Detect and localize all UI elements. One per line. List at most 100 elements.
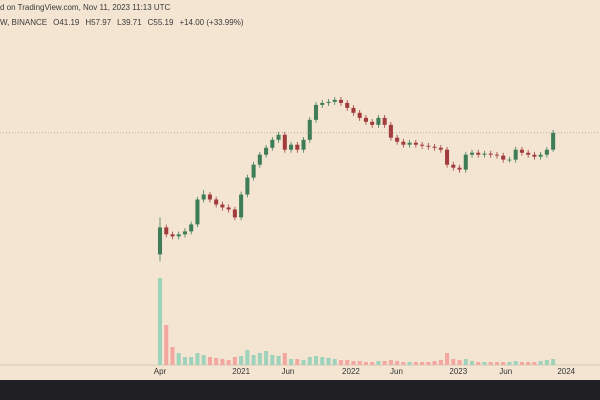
candle-body bbox=[401, 141, 406, 145]
x-tick-label: Jun bbox=[390, 367, 403, 376]
volume-bar bbox=[176, 353, 181, 365]
volume-bar bbox=[526, 362, 531, 365]
candle-body bbox=[488, 153, 493, 155]
volume-bar bbox=[544, 360, 549, 365]
x-tick-label: Jun bbox=[499, 367, 512, 376]
candle-body bbox=[201, 194, 206, 200]
candle-body bbox=[307, 119, 312, 140]
x-tick-label: 2021 bbox=[232, 367, 250, 376]
candle-body bbox=[507, 159, 512, 161]
volume-bar bbox=[282, 353, 287, 365]
candle-body bbox=[513, 149, 518, 160]
published-text: d on TradingView.com, Nov 11, 2023 11:13… bbox=[0, 3, 171, 12]
volume-bar bbox=[338, 360, 343, 365]
candle-body bbox=[351, 107, 356, 113]
candle-body bbox=[332, 99, 337, 102]
volume-bar bbox=[438, 360, 443, 365]
volume-bar bbox=[413, 362, 418, 365]
candle-body bbox=[551, 132, 556, 150]
candle-body bbox=[251, 164, 256, 178]
volume-bar bbox=[313, 356, 319, 365]
volume-bar bbox=[232, 357, 237, 365]
volume-bar bbox=[451, 359, 456, 365]
volume-bar bbox=[494, 362, 500, 365]
volume-bar bbox=[257, 353, 262, 365]
volume-bar bbox=[276, 356, 281, 365]
volume-bar bbox=[201, 355, 206, 365]
candle-body bbox=[195, 199, 200, 225]
volume-bar bbox=[507, 362, 512, 365]
candle-body bbox=[157, 227, 163, 255]
candle-body bbox=[395, 137, 400, 142]
candle-body bbox=[357, 112, 362, 118]
candle-body bbox=[445, 149, 450, 165]
candle-body bbox=[370, 121, 375, 125]
candle-body bbox=[182, 231, 187, 235]
volume-bar bbox=[382, 361, 387, 365]
candle-body bbox=[282, 134, 287, 150]
volume-bar bbox=[301, 360, 306, 365]
candle-body bbox=[438, 147, 443, 150]
volume-bar bbox=[538, 361, 543, 365]
candle-body bbox=[276, 134, 281, 140]
candle-body bbox=[264, 147, 269, 155]
volume-bar bbox=[170, 347, 175, 365]
volume-bar bbox=[488, 362, 493, 365]
volume-bar bbox=[289, 359, 294, 365]
legend-item: H57.97 bbox=[85, 18, 112, 27]
volume-bar bbox=[457, 360, 462, 365]
candle-body bbox=[214, 199, 219, 205]
ohlc-legend: W, BINANCE O41.19 H57.97 L39.71 C55.19 +14.00… bbox=[0, 18, 243, 27]
candle-body bbox=[544, 149, 549, 155]
volume-bar bbox=[513, 361, 518, 365]
volume-bar bbox=[463, 359, 468, 365]
bottom-bar bbox=[0, 380, 600, 400]
volume-bar bbox=[551, 359, 556, 365]
candle-body bbox=[476, 152, 481, 155]
candle-body bbox=[189, 224, 194, 232]
candle-body bbox=[313, 104, 319, 120]
candle-body bbox=[482, 153, 487, 155]
volume-bar bbox=[182, 357, 187, 365]
candle-body bbox=[494, 154, 500, 156]
volume-bar bbox=[245, 350, 250, 365]
legend-item: C55.19 bbox=[147, 18, 174, 27]
candle-body bbox=[469, 152, 475, 155]
candle-body bbox=[345, 102, 350, 108]
volume-bar bbox=[251, 355, 256, 365]
volume-bar bbox=[207, 357, 212, 365]
legend-item: +14.00 (+33.99%) bbox=[179, 18, 244, 27]
volume-bar bbox=[157, 278, 163, 365]
candle-body bbox=[326, 101, 331, 103]
volume-bar bbox=[214, 358, 219, 365]
volume-bar bbox=[519, 362, 524, 365]
candle-body bbox=[295, 144, 300, 150]
volume-bar bbox=[476, 362, 481, 365]
candle-body bbox=[526, 152, 531, 155]
volume-bar bbox=[307, 357, 312, 365]
candle-body bbox=[170, 234, 175, 237]
candle-body bbox=[432, 146, 437, 148]
volume-bar bbox=[270, 355, 275, 365]
volume-bar bbox=[195, 353, 200, 365]
volume-bar bbox=[388, 360, 393, 365]
legend-item: O41.19 bbox=[53, 18, 80, 27]
volume-bar bbox=[326, 358, 331, 365]
candle-body bbox=[363, 117, 368, 122]
volume-bar bbox=[426, 362, 431, 365]
candle-body bbox=[420, 144, 425, 146]
candle-body bbox=[289, 144, 294, 150]
volume-bar bbox=[376, 361, 381, 365]
candle-body bbox=[176, 234, 181, 237]
candle-body bbox=[426, 145, 431, 147]
candle-body bbox=[519, 149, 524, 153]
candle-body bbox=[501, 155, 506, 160]
volume-bar bbox=[189, 357, 194, 365]
volume-bar bbox=[239, 356, 244, 365]
volume-bar bbox=[445, 353, 450, 365]
volume-bar bbox=[164, 325, 169, 365]
volume-bar bbox=[407, 362, 412, 365]
candle-body bbox=[207, 194, 212, 200]
candle-body bbox=[301, 139, 306, 150]
